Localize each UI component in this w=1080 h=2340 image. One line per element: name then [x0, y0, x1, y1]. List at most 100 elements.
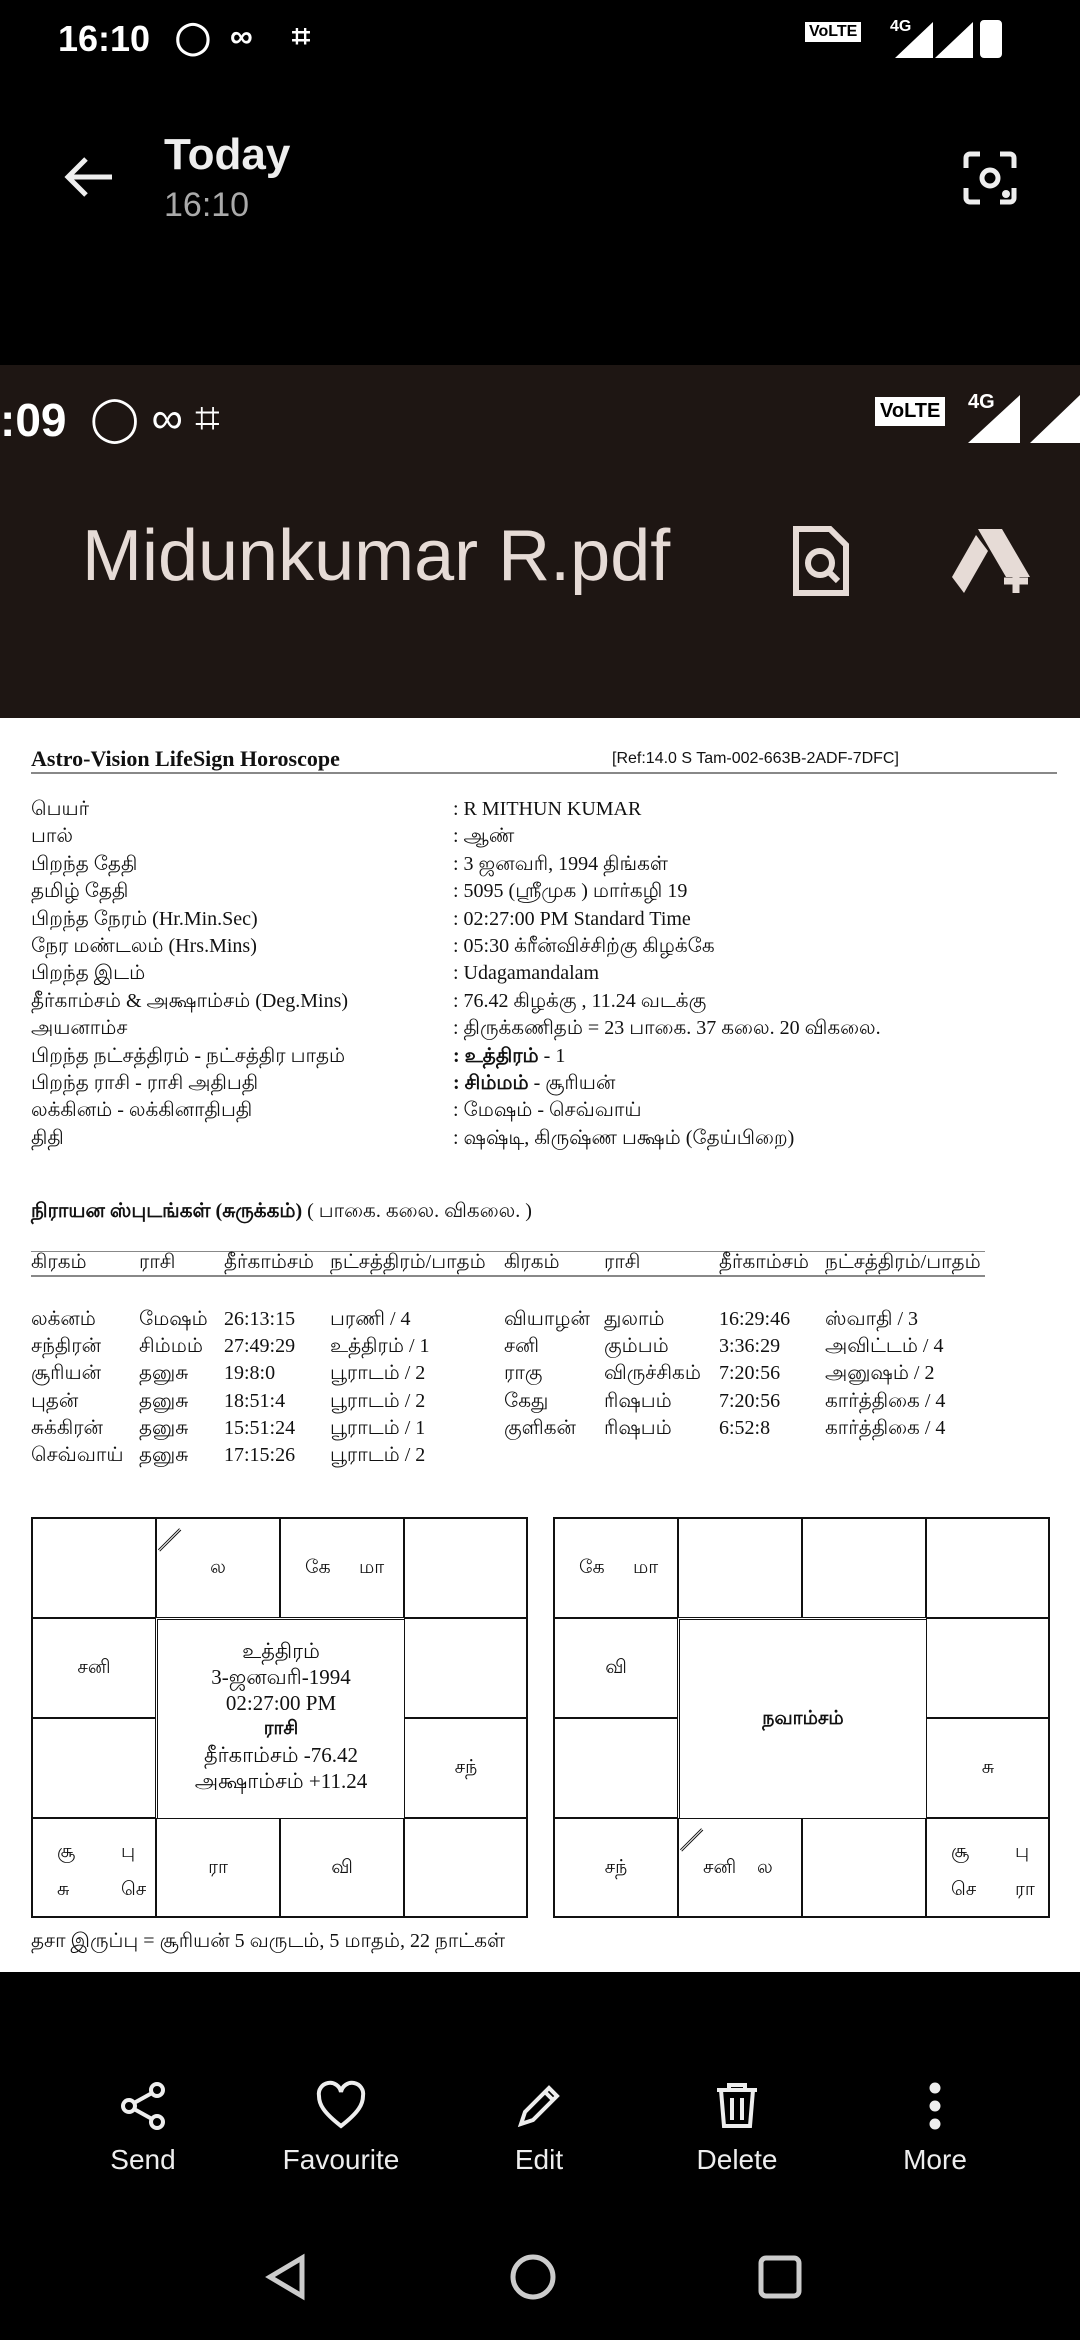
planet-cell: 3:36:29 — [719, 1335, 781, 1358]
planet-header: நட்சத்திரம்/பாதம் — [330, 1251, 486, 1273]
chart-house — [802, 1518, 926, 1618]
header-title: Today — [164, 130, 291, 179]
planet-abbrev: வி — [331, 1857, 353, 1878]
chart-house — [404, 1618, 528, 1718]
planet-cell: தனுசு — [139, 1416, 189, 1439]
detail-value: : R MITHUN KUMAR — [453, 798, 642, 820]
planet-abbrev: ல — [757, 1857, 773, 1878]
delete-button[interactable]: Delete — [647, 2080, 827, 2176]
planet-cell: கேது — [504, 1389, 549, 1412]
planet-cell: பூராடம் / 2 — [330, 1362, 426, 1385]
detail-value: : 76.42 கிழக்கு , 11.24 வடக்கு — [453, 989, 707, 1012]
action-label: Delete — [696, 2144, 778, 2175]
detail-label: பிறந்த ராசி - ராசி அதிபதி — [31, 1072, 259, 1094]
action-label: Send — [110, 2144, 176, 2175]
chart-house — [926, 1518, 1050, 1618]
planet-cell: தனுசு — [139, 1444, 189, 1466]
open-pdf-icon — [790, 525, 852, 602]
signal-icon — [895, 22, 933, 58]
nav-back-button[interactable] — [262, 2252, 312, 2307]
detail-value-row: : 05:30 க்ரீன்விச்சிற்கு கிழக்கே — [453, 935, 715, 960]
detail-value: - சூரியன் — [528, 1072, 616, 1094]
planet-cell: 17:15:26 — [224, 1444, 296, 1466]
planet-abbrev: மா — [359, 1557, 385, 1578]
action-label: More — [903, 2144, 967, 2175]
detail-label: பெயர் — [31, 798, 90, 820]
rasi-chart: ல கே மா சனி சந் சூ பு சு செ ரா வி உத்திரம் 3-ஜனவரி-1… — [31, 1517, 528, 1918]
lens-button[interactable] — [962, 150, 1018, 211]
drive-add-icon — [950, 525, 1034, 602]
screenshot-image[interactable]: :09 ◯ ∞ ⌗ VoLTE 4G Midunkumar R.pdf — [0, 365, 1080, 718]
planets-title: நிராயன ஸ்புடங்கள் (சுருக்கம்) — [31, 1200, 303, 1222]
chart-house: சூ பு செ ரா — [926, 1818, 1050, 1918]
detail-value-row: : 02:27:00 PM Standard Time — [453, 908, 691, 931]
chart-center: நவாம்சம் — [679, 1619, 927, 1819]
planet-abbrev: ல — [210, 1557, 226, 1578]
square-recents-icon — [758, 2255, 802, 2299]
planet-cell: பூராடம் / 2 — [330, 1444, 426, 1466]
chart-house: சனி — [32, 1618, 156, 1718]
planet-abbrev: சனி — [703, 1857, 737, 1878]
edit-button[interactable]: Edit — [449, 2080, 629, 2176]
inner-signal-icon — [968, 395, 1020, 443]
detail-value-row: : சிம்மம் - சூரியன் — [453, 1072, 615, 1097]
chart-house — [404, 1518, 528, 1618]
chart-house: சந் — [554, 1818, 678, 1918]
chart-house — [404, 1818, 528, 1918]
more-button[interactable]: More — [845, 2080, 1025, 2176]
detail-value-row: : ஷஷ்டி, கிருஷ்ண பக்ஷம் (தேய்பிறை) — [453, 1127, 794, 1152]
planet-cell: ராகு — [504, 1362, 543, 1385]
planet-abbrev: வி — [605, 1657, 627, 1678]
chart-house: சந் — [404, 1718, 528, 1818]
detail-label: அயனாம்ச — [31, 1017, 128, 1040]
back-arrow-icon — [64, 157, 112, 197]
detail-value-row: : Udagamandalam — [453, 962, 599, 985]
planet-cell: கும்பம் — [604, 1335, 669, 1358]
chart-center-line: ராசி — [263, 1718, 299, 1739]
planet-abbrev: கே — [579, 1557, 605, 1578]
planet-cell: அனுஷம் / 2 — [825, 1362, 935, 1385]
detail-value: : மேஷம் - செவ்வாய் — [453, 1099, 642, 1122]
chart-center-line: 02:27:00 PM — [225, 1691, 337, 1715]
planet-cell: தனுசு — [139, 1362, 189, 1385]
planet-header: கிரகம் — [31, 1251, 87, 1273]
whatsapp-icon: ◯ — [175, 19, 211, 55]
planet-cell: வியாழன் — [504, 1308, 590, 1330]
chart-house — [32, 1518, 156, 1618]
detail-value-row: : திருக்கணிதம் = 23 பாகை. 37 கலை. 20 விக… — [453, 1017, 881, 1042]
detail-label: பிறந்த நேரம் (Hr.Min.Sec) — [31, 907, 258, 930]
battery-icon — [980, 20, 1002, 58]
planet-abbrev: செ — [121, 1879, 147, 1900]
chart-house: கே மா — [554, 1518, 678, 1618]
horoscope-document: Astro-Vision LifeSign Horoscope [Ref:14.… — [0, 718, 1080, 1972]
pdf-file-name: Midunkumar R.pdf — [82, 516, 671, 596]
dasa-balance: தசா இருப்பு = சூரியன் 5 வருடம், 5 மாதம்,… — [31, 1930, 506, 1952]
send-button[interactable]: Send — [53, 2080, 233, 2176]
planet-abbrev: சந் — [454, 1757, 478, 1778]
heart-icon — [316, 2080, 366, 2129]
planet-abbrev: செ — [951, 1879, 977, 1900]
detail-label: பால் — [31, 825, 73, 848]
detail-label: லக்கினம் - லக்கினாதிபதி — [31, 1099, 253, 1122]
planet-cell: மேஷம் — [139, 1308, 208, 1330]
chart-house: வி — [280, 1818, 404, 1918]
planet-abbrev: ரா — [1015, 1879, 1035, 1900]
detail-value: : 02:27:00 PM Standard Time — [453, 907, 691, 930]
nav-home-button[interactable] — [508, 2252, 558, 2307]
planet-cell: ஸ்வாதி / 3 — [825, 1308, 919, 1330]
planet-cell: பூராடம் / 1 — [330, 1416, 426, 1439]
chart-house: ல — [156, 1518, 280, 1618]
planet-cell: குளிகன் — [504, 1416, 576, 1439]
planet-cell: அவிட்டம் / 4 — [825, 1335, 944, 1358]
nav-recents-button[interactable] — [755, 2252, 805, 2307]
chart-center-line: நவாம்சம் — [762, 1708, 844, 1729]
inner-whatsapp-icon: ◯ ∞ ⌗ — [90, 394, 220, 443]
planet-cell: 19:8:0 — [224, 1362, 276, 1385]
chart-house: சனி ல — [678, 1818, 802, 1918]
planet-cell: 7:20:56 — [719, 1389, 781, 1412]
chart-center-line: 3-ஜனவரி-1994 — [211, 1665, 351, 1689]
detail-value-row: : 5095 (ஸ்ரீமுக ) மார்கழி 19 — [453, 880, 687, 905]
back-button[interactable] — [62, 150, 116, 209]
favourite-button[interactable]: Favourite — [251, 2080, 431, 2176]
planet-cell: துலாம் — [604, 1308, 665, 1330]
